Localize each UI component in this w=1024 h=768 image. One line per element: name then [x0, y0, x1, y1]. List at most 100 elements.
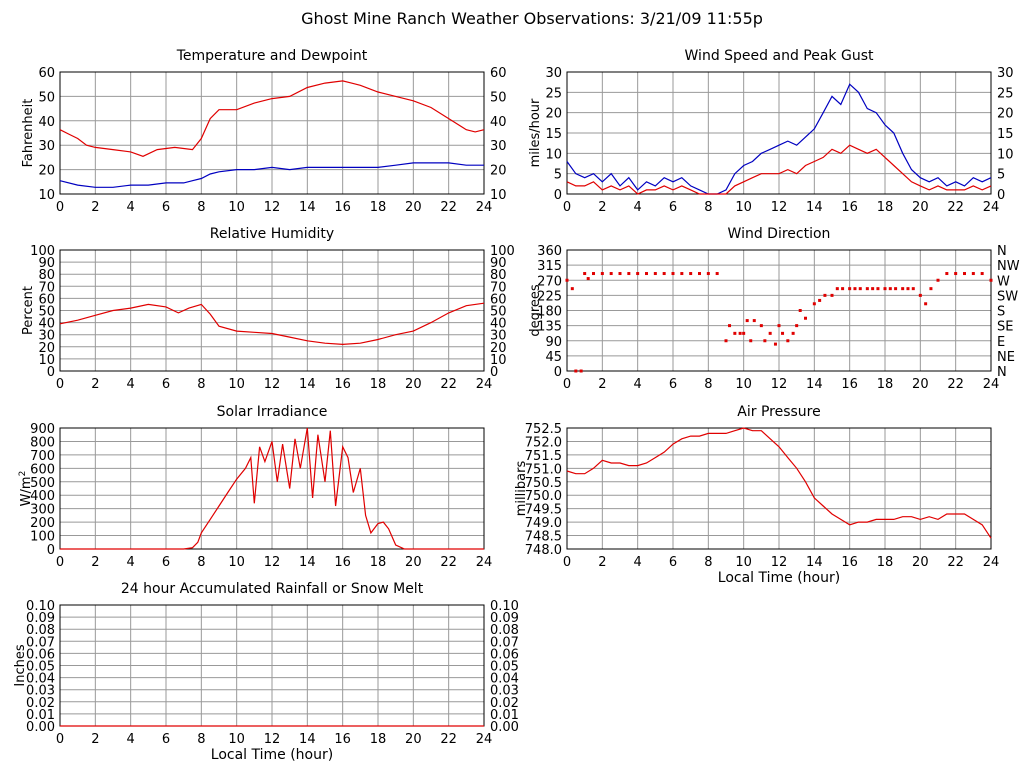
wind-x-tick: 16 [841, 200, 858, 215]
direction-point [848, 287, 852, 291]
direction-x-tick: 20 [912, 377, 929, 392]
humidity-x-tick: 8 [197, 377, 205, 392]
humidity-x-tick: 14 [299, 377, 316, 392]
direction-point [980, 272, 984, 276]
rain-x-tick: 14 [299, 732, 316, 747]
humidity-right-tick: 30 [490, 329, 507, 344]
rain-x-tick: 16 [334, 732, 351, 747]
humidity-right-tick: 70 [490, 280, 507, 295]
temp-x-tick: 22 [440, 200, 457, 215]
direction-point [759, 324, 763, 328]
humidity-x-tick: 24 [476, 377, 493, 392]
solar-y-tick: 600 [30, 462, 55, 477]
rain-x-tick: 2 [91, 732, 99, 747]
humidity-right-tick: 90 [490, 256, 507, 271]
direction-point [818, 298, 822, 302]
direction-point [715, 272, 719, 276]
rain-right-tick: 0.09 [490, 611, 519, 626]
humidity-y-tick: 50 [38, 305, 55, 320]
direction-x-tick: 2 [598, 377, 606, 392]
solar-x-tick: 20 [405, 555, 422, 570]
temp-x-tick: 16 [334, 200, 351, 215]
direction-point [574, 369, 578, 373]
direction-point [858, 287, 862, 291]
rain-x-tick: 22 [440, 732, 457, 747]
humidity-y-tick: 60 [38, 292, 55, 307]
solar-x-tick: 12 [264, 555, 281, 570]
direction-point [583, 272, 587, 276]
direction-point [752, 319, 756, 323]
humidity-x-tick: 22 [440, 377, 457, 392]
humidity-frame [59, 249, 485, 372]
direction-point [871, 287, 875, 291]
temp-y-tick: 50 [38, 90, 55, 105]
rain-xlabel: Local Time (hour) [211, 747, 333, 763]
solar-y-tick: 900 [30, 422, 55, 437]
temp-y-tick: 60 [38, 66, 55, 81]
humidity-y-tick: 10 [38, 353, 55, 368]
solar-x-tick: 8 [197, 555, 205, 570]
solar-y-tick: 700 [30, 449, 55, 464]
wind-x-tick: 18 [877, 200, 894, 215]
solar-y-tick: 400 [30, 489, 55, 504]
direction-point [918, 293, 922, 297]
direction-x-tick: 10 [735, 377, 752, 392]
rain-y-tick: 0.01 [26, 708, 55, 723]
temp-x-tick: 6 [162, 200, 170, 215]
direction-point [636, 272, 640, 276]
solar-title: Solar Irradiance [217, 404, 328, 420]
wind-y-tick: 20 [545, 107, 562, 122]
temp-x-tick: 4 [127, 200, 135, 215]
direction-point [883, 287, 887, 291]
solar-x-tick: 18 [370, 555, 387, 570]
direction-point [645, 272, 648, 276]
pressure-series-air-pressure [566, 427, 992, 539]
temp-frame [59, 71, 485, 195]
direction-point [609, 272, 613, 276]
wind-x-tick: 22 [947, 200, 964, 215]
direction-point [971, 272, 975, 276]
pressure-y-tick: 749.5 [525, 503, 562, 518]
rain-right-tick: 0.07 [490, 635, 519, 650]
rain-x-tick: 24 [476, 732, 493, 747]
solar-y-tick: 0 [47, 543, 55, 558]
wind-y-tick: 10 [545, 147, 562, 162]
humidity-right-tick: 40 [490, 317, 507, 332]
direction-point [989, 278, 993, 282]
rain-x-tick: 20 [405, 732, 422, 747]
humidity-y-tick: 20 [38, 341, 55, 356]
temp-right-tick: 40 [490, 115, 507, 130]
solar-y-tick: 300 [30, 503, 55, 518]
pressure-x-tick: 22 [947, 555, 964, 570]
rain-title: 24 hour Accumulated Rainfall or Snow Mel… [121, 581, 424, 597]
wind-title: Wind Speed and Peak Gust [685, 48, 874, 64]
direction-right-tick: SE [997, 320, 1013, 335]
direction-title: Wind Direction [728, 226, 831, 242]
direction-point [963, 272, 966, 276]
wind-right-tick: 10 [997, 147, 1014, 162]
pressure-x-tick: 18 [877, 555, 894, 570]
humidity-title: Relative Humidity [210, 226, 334, 242]
direction-point [618, 272, 622, 276]
temp-series-dewpoint [59, 162, 484, 188]
direction-point [936, 278, 940, 282]
humidity-y-tick: 0 [47, 365, 55, 380]
direction-point [763, 339, 767, 343]
direction-point [570, 287, 574, 291]
pressure-x-tick: 10 [735, 555, 752, 570]
humidity-y-tick: 30 [38, 329, 55, 344]
rain-x-tick: 0 [56, 732, 64, 747]
wind-x-tick: 6 [669, 200, 677, 215]
solar-x-tick: 2 [91, 555, 99, 570]
temp-right-tick: 30 [490, 139, 507, 154]
rain-x-tick: 4 [127, 732, 135, 747]
solar-y-tick: 100 [30, 530, 55, 545]
pressure-y-tick: 751.0 [525, 462, 562, 477]
direction-y-tick: 45 [545, 350, 562, 365]
direction-x-tick: 24 [983, 377, 1000, 392]
direction-right-tick: S [997, 305, 1005, 320]
rain-chart: 24 hour Accumulated Rainfall or Snow Mel… [13, 581, 519, 763]
